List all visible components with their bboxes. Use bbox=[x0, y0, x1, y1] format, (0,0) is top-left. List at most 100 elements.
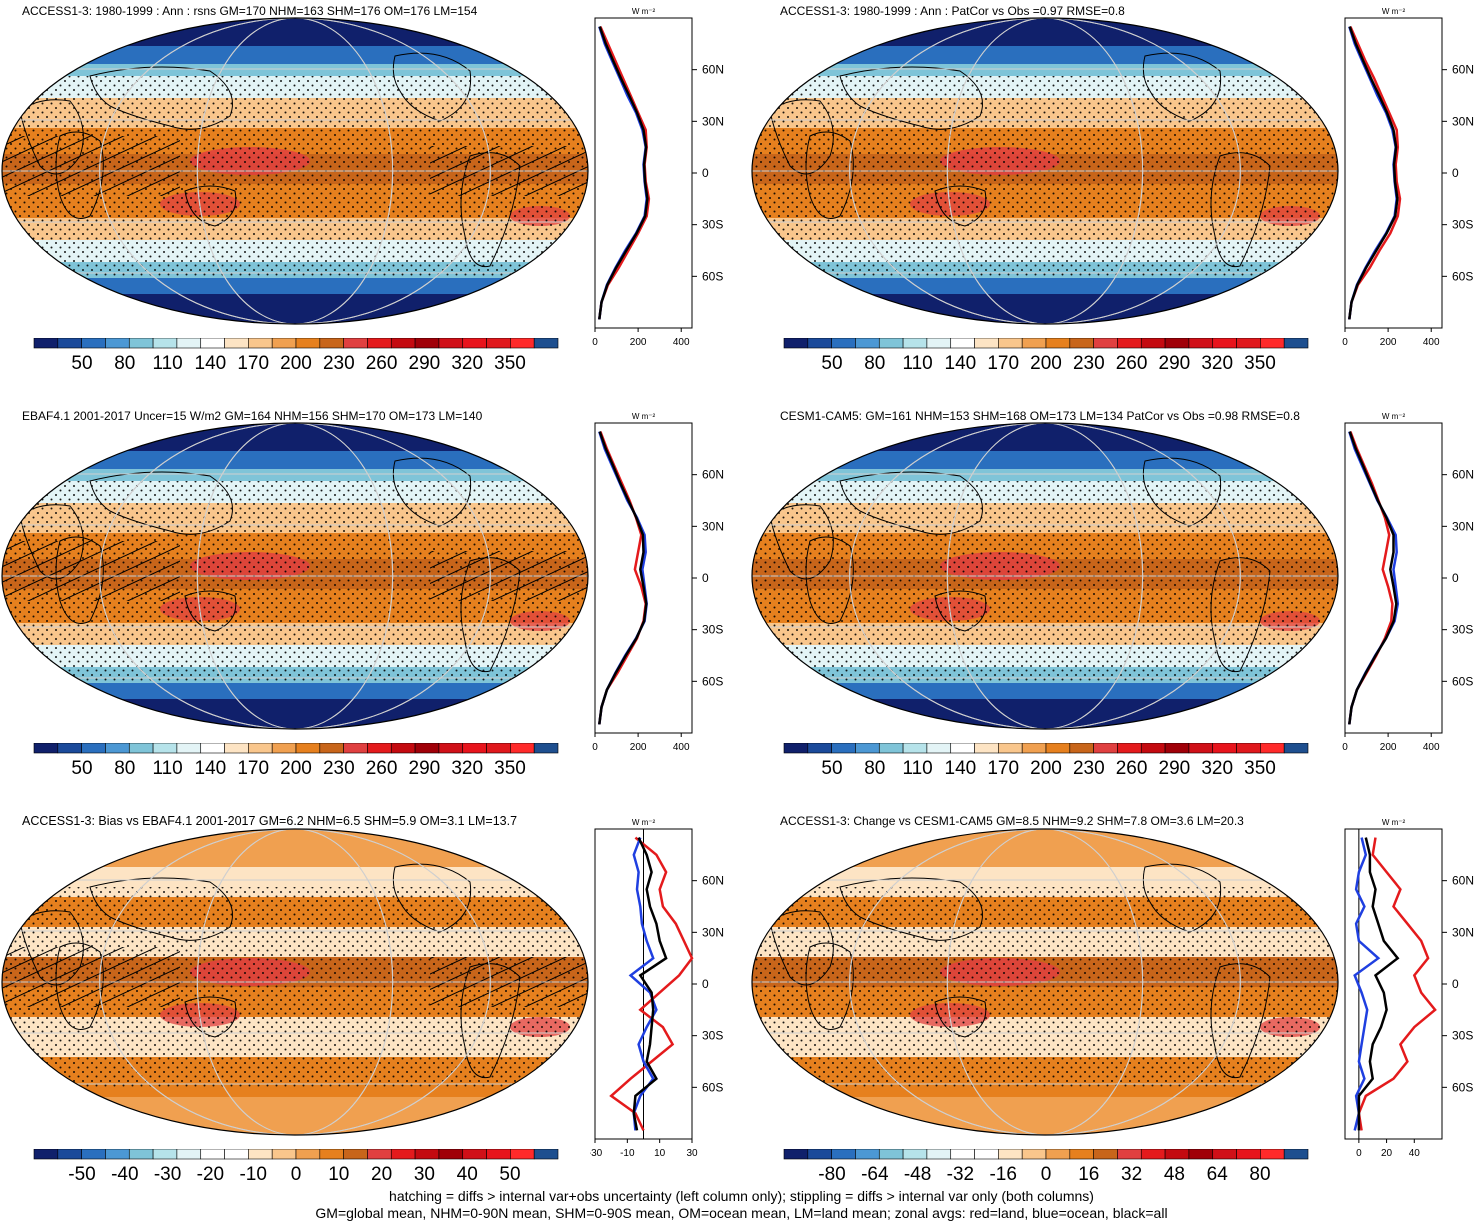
colorbar-swatch bbox=[152, 1149, 178, 1160]
colorbar-label: 110 bbox=[152, 758, 182, 779]
colorbar-label: -16 bbox=[989, 1164, 1016, 1185]
map-band bbox=[752, 829, 1338, 867]
colorbar-label: 200 bbox=[1030, 353, 1062, 374]
colorbar-label: 50 bbox=[71, 758, 92, 779]
colorbar-swatch bbox=[1283, 1149, 1309, 1160]
graticule-lon bbox=[99, 829, 491, 1135]
zonal-ytick-label: 0 bbox=[1452, 166, 1459, 180]
zonal-line-all bbox=[1348, 431, 1398, 725]
colorbar-label: -32 bbox=[947, 1164, 974, 1185]
zonal-xtick-label: 0 bbox=[1342, 337, 1348, 348]
colorbar: 50 80 110 140 170 200 230 260 290 320 350 bbox=[33, 743, 559, 779]
zonal-line-land bbox=[598, 431, 647, 725]
colorbar-label: 110 bbox=[902, 758, 932, 779]
panel-access-patcor: ACCESS1-3: 1980-1999 : Ann : PatCor vs O… bbox=[750, 0, 1483, 395]
colorbar-swatch bbox=[390, 338, 416, 349]
map-border bbox=[1, 422, 589, 730]
map-band bbox=[752, 469, 1338, 481]
zonal-units: W m⁻² bbox=[632, 818, 656, 827]
map-band bbox=[752, 699, 1338, 729]
colorbar-swatch bbox=[414, 1149, 440, 1160]
zonal-ytick-label: 0 bbox=[702, 571, 709, 585]
map-band bbox=[2, 451, 588, 469]
colorbar-swatch bbox=[1188, 1149, 1214, 1160]
colorbar-swatch bbox=[176, 1149, 202, 1160]
zonal-line-all bbox=[598, 26, 649, 320]
graticule-lon bbox=[849, 829, 1241, 1135]
graticule-lon bbox=[946, 829, 1144, 1135]
colorbar-swatch bbox=[998, 743, 1023, 754]
zonal-xtick-label: 0 bbox=[592, 337, 598, 348]
colorbar: 50 80 110 140 170 200 230 260 290 320 350 bbox=[783, 338, 1309, 374]
colorbar-swatch bbox=[1069, 743, 1094, 754]
world-map bbox=[1, 17, 589, 325]
colorbar-label: 320 bbox=[451, 758, 483, 779]
colorbar-swatch bbox=[1283, 743, 1309, 754]
colorbar-label: 350 bbox=[1244, 353, 1276, 374]
colorbar-swatch bbox=[926, 743, 952, 754]
colorbar-swatch bbox=[855, 1149, 880, 1160]
hatching bbox=[2, 541, 180, 601]
zonal-xtick-label: 0 bbox=[1342, 742, 1348, 753]
zonal-units: W m⁻² bbox=[1382, 412, 1406, 421]
zonal-ytick-label: 30S bbox=[702, 623, 723, 637]
colorbar-label: 140 bbox=[945, 758, 977, 779]
colorbar-swatch bbox=[271, 1149, 297, 1160]
colorbar-swatch bbox=[128, 743, 154, 754]
colorbar-swatch bbox=[1069, 1149, 1094, 1160]
colorbar-swatch bbox=[81, 743, 106, 754]
colorbar-swatch bbox=[831, 338, 856, 349]
colorbar-swatch bbox=[462, 743, 487, 754]
colorbar: 50 80 110 140 170 200 230 260 290 320 350 bbox=[783, 743, 1309, 779]
colorbar: 50 80 110 140 170 200 230 260 290 320 350 bbox=[33, 338, 559, 374]
graticule-lon bbox=[946, 423, 1144, 729]
colorbar-label: 170 bbox=[987, 353, 1019, 374]
colorbar-label: 320 bbox=[1201, 758, 1233, 779]
graticule-lon bbox=[99, 18, 491, 324]
zonal-xtick-label: 200 bbox=[1380, 337, 1397, 348]
map-band bbox=[2, 18, 588, 46]
colorbar-swatch bbox=[57, 743, 82, 754]
map-band bbox=[752, 423, 1338, 451]
panel-ebaf-obs: EBAF4.1 2001-2017 Uncer=15 W/m2 GM=164 N… bbox=[0, 405, 740, 800]
colorbar-swatch bbox=[1045, 1149, 1071, 1160]
zonal-xtick-label: -30 bbox=[590, 1148, 603, 1159]
map-band bbox=[752, 451, 1338, 469]
zonal-ytick-label: 30S bbox=[702, 218, 723, 232]
zonal-xtick-label: 400 bbox=[1423, 742, 1440, 753]
colorbar-swatch bbox=[200, 743, 225, 754]
zonal-ytick-label: 60S bbox=[702, 674, 723, 688]
colorbar-label: 64 bbox=[1207, 1164, 1229, 1185]
colorbar-swatch bbox=[1212, 1149, 1237, 1160]
colorbar-swatch bbox=[902, 743, 928, 754]
zonal-mean-plot: W m⁻² 60N 30N 0 30S 60S 0 200 400 bbox=[1342, 7, 1474, 348]
zonal-ytick-label: 60N bbox=[1452, 468, 1474, 482]
colorbar-swatch bbox=[1236, 1149, 1261, 1160]
colorbar-label: -20 bbox=[197, 1164, 224, 1185]
zonal-xtick-label: 400 bbox=[1423, 337, 1440, 348]
colorbar-label: -40 bbox=[111, 1164, 138, 1185]
colorbar-label: 260 bbox=[366, 758, 398, 779]
colorbar-label: 290 bbox=[1159, 758, 1191, 779]
zonal-ytick-label: 30S bbox=[1452, 623, 1473, 637]
map-band bbox=[752, 64, 1338, 76]
colorbar-swatch bbox=[105, 743, 130, 754]
zonal-line-ocean bbox=[1353, 837, 1381, 1131]
colorbar-label: 80 bbox=[114, 353, 135, 374]
graticule-lon bbox=[946, 18, 1144, 324]
colorbar-swatch bbox=[200, 338, 225, 349]
colorbar-swatch bbox=[57, 1149, 82, 1160]
map-band bbox=[2, 469, 588, 481]
colorbar-swatch bbox=[33, 338, 59, 349]
colorbar-swatch bbox=[438, 338, 464, 349]
colorbar-swatch bbox=[1188, 743, 1214, 754]
colorbar-swatch bbox=[319, 743, 344, 754]
panel-title: CESM1-CAM5: GM=161 NHM=153 SHM=168 OM=17… bbox=[780, 409, 1300, 423]
colorbar-swatch bbox=[974, 338, 999, 349]
colorbar-label: 230 bbox=[1073, 353, 1105, 374]
colorbar-swatch bbox=[926, 1149, 952, 1160]
colorbar-swatch bbox=[295, 1149, 321, 1160]
colorbar-label: 170 bbox=[987, 758, 1019, 779]
stippling bbox=[752, 887, 1338, 1087]
colorbar-label: 80 bbox=[1249, 1164, 1270, 1185]
